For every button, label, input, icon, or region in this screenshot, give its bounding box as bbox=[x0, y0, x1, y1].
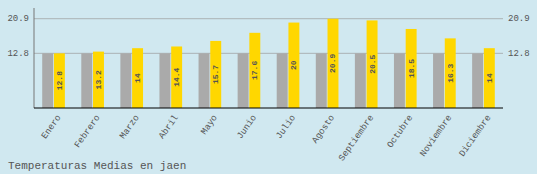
bar bbox=[93, 52, 104, 108]
y-tick-label: 20.9 bbox=[7, 14, 29, 24]
bar bbox=[132, 48, 143, 108]
bar bbox=[484, 48, 495, 108]
x-tick-label: Septiembre bbox=[337, 113, 376, 163]
x-tick-label: Marzo bbox=[118, 113, 142, 141]
bar bbox=[367, 20, 378, 108]
bar bbox=[445, 38, 456, 108]
bar bbox=[210, 41, 221, 108]
x-tick-label: Noviembre bbox=[418, 113, 454, 159]
chart: 12.8 12.8 20.9 20.9 12.8 13.2 14 14.4 15.7 17.6 20… bbox=[0, 0, 537, 174]
grid-line bbox=[34, 53, 503, 54]
x-tick-label: Mayo bbox=[199, 113, 220, 136]
data-label: 15.7 bbox=[211, 65, 220, 84]
data-label: 12.8 bbox=[55, 71, 64, 90]
x-tick-label: Octubre bbox=[385, 113, 415, 150]
data-label: 20 bbox=[289, 60, 298, 70]
data-label: 18.5 bbox=[407, 59, 416, 78]
bar bbox=[249, 33, 260, 108]
bar bbox=[328, 19, 339, 108]
y-tick-label: 12.8 bbox=[7, 49, 29, 59]
bar bbox=[81, 53, 92, 108]
grid-line bbox=[34, 18, 503, 19]
y2-tick-label: 20.9 bbox=[508, 14, 530, 24]
data-label: 16.3 bbox=[446, 63, 455, 82]
bar bbox=[406, 29, 417, 108]
bars bbox=[42, 19, 495, 108]
bar bbox=[54, 53, 65, 108]
bar bbox=[433, 53, 444, 108]
x-axis-line bbox=[34, 108, 503, 109]
x-tick-label: Febrero bbox=[73, 113, 103, 150]
bar bbox=[159, 53, 170, 108]
x-tick-label: Enero bbox=[40, 113, 64, 141]
data-label: 20.9 bbox=[328, 54, 337, 73]
bar bbox=[277, 53, 288, 108]
bar bbox=[288, 23, 299, 108]
data-label: 17.6 bbox=[250, 61, 259, 80]
x-tick-label: Junio bbox=[235, 113, 259, 141]
bar bbox=[120, 53, 131, 108]
data-label: 14 bbox=[485, 73, 494, 83]
bar bbox=[472, 53, 483, 108]
x-tick-label: Abril bbox=[157, 113, 181, 141]
data-label: 20.5 bbox=[368, 54, 377, 73]
bar bbox=[316, 53, 327, 108]
bar bbox=[355, 53, 366, 108]
data-label: 14.4 bbox=[172, 67, 181, 86]
data-label: 13.2 bbox=[94, 70, 103, 89]
title: Temperaturas Medias en jaen bbox=[8, 160, 186, 172]
bar bbox=[238, 53, 249, 108]
x-tick-label: Agosto bbox=[310, 113, 337, 145]
y-axis-line bbox=[34, 8, 35, 108]
bar bbox=[171, 46, 182, 108]
data-label: 14 bbox=[133, 73, 142, 83]
x-tick-label: Diciembre bbox=[457, 113, 493, 159]
bar bbox=[199, 53, 210, 108]
y2-tick-label: 12.8 bbox=[508, 49, 530, 59]
bar bbox=[394, 53, 405, 108]
x-tick-label: Julio bbox=[274, 113, 298, 141]
bar bbox=[42, 53, 53, 108]
